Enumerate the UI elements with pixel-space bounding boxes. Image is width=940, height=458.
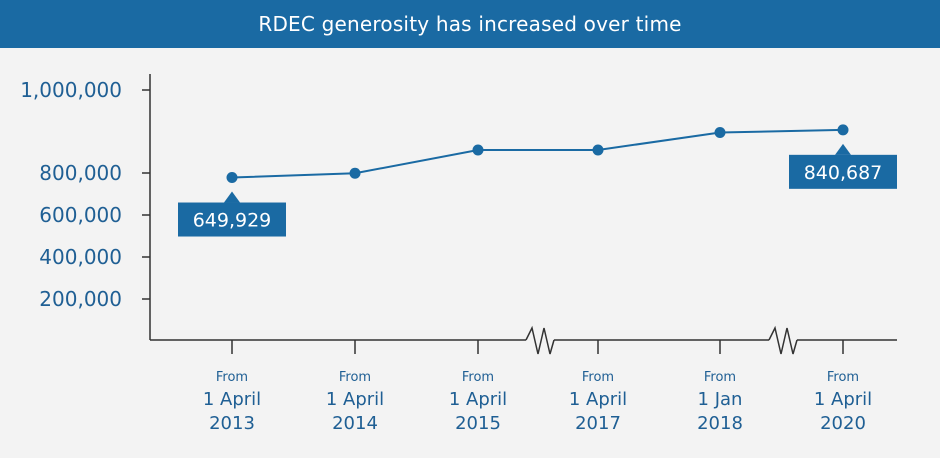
x-axis-labels: From 1 April 2013 From 1 April 2014 From 1 Apri… xyxy=(203,340,872,434)
y-axis-ticks: 200,000 400,000 600,000 800,000 1,000,000 xyxy=(20,78,150,311)
series-line xyxy=(231,128,844,179)
data-point xyxy=(226,172,238,184)
y-tick-label: 200,000 xyxy=(39,287,122,311)
x-tick-label-from: From xyxy=(339,370,371,385)
axis-break-icon xyxy=(768,325,798,355)
x-tick-label-from: From xyxy=(704,370,736,385)
x-tick-label-date: 1 Jan xyxy=(698,389,743,410)
x-tick-label-from: From xyxy=(462,370,494,385)
data-point xyxy=(472,144,484,156)
y-tick-label: 1,000,000 xyxy=(20,78,122,102)
callout-label: 649,929 xyxy=(193,210,272,232)
chart-title: RDEC generosity has increased over time xyxy=(0,0,940,48)
x-tick-label-year: 2018 xyxy=(697,413,743,434)
callout-pointer xyxy=(835,143,851,155)
y-tick-label: 600,000 xyxy=(39,203,122,227)
callout-box xyxy=(178,202,286,237)
data-point xyxy=(592,144,604,156)
series-layer xyxy=(226,124,849,184)
data-point xyxy=(714,127,726,138)
data-point xyxy=(837,124,849,136)
y-tick-label: 400,000 xyxy=(39,245,122,269)
x-tick-label-year: 2015 xyxy=(455,413,501,434)
x-tick-label-year: 2017 xyxy=(575,413,621,434)
x-tick-label-from: From xyxy=(827,370,859,385)
x-tick-label-date: 1 April xyxy=(326,389,384,410)
x-tick-label-date: 1 April xyxy=(203,389,261,410)
x-tick-label-year: 2020 xyxy=(820,413,866,434)
x-tick-label-year: 2013 xyxy=(209,413,255,434)
x-tick-label-date: 1 April xyxy=(814,389,872,410)
x-tick-label-date: 1 April xyxy=(569,389,627,410)
callout-box xyxy=(789,154,897,189)
axis-break-icon xyxy=(525,325,555,355)
x-tick-label-from: From xyxy=(582,370,614,385)
x-tick-label-date: 1 April xyxy=(449,389,507,410)
x-tick-label-from: From xyxy=(216,370,248,385)
callout-label: 840,687 xyxy=(804,162,883,184)
callout-pointer xyxy=(224,191,240,203)
y-tick-label: 800,000 xyxy=(39,161,122,185)
data-point xyxy=(349,167,361,179)
chart-axes xyxy=(149,74,897,355)
x-tick-label-year: 2014 xyxy=(332,413,378,434)
callout-layer: 649,929 840,687 xyxy=(178,143,897,237)
